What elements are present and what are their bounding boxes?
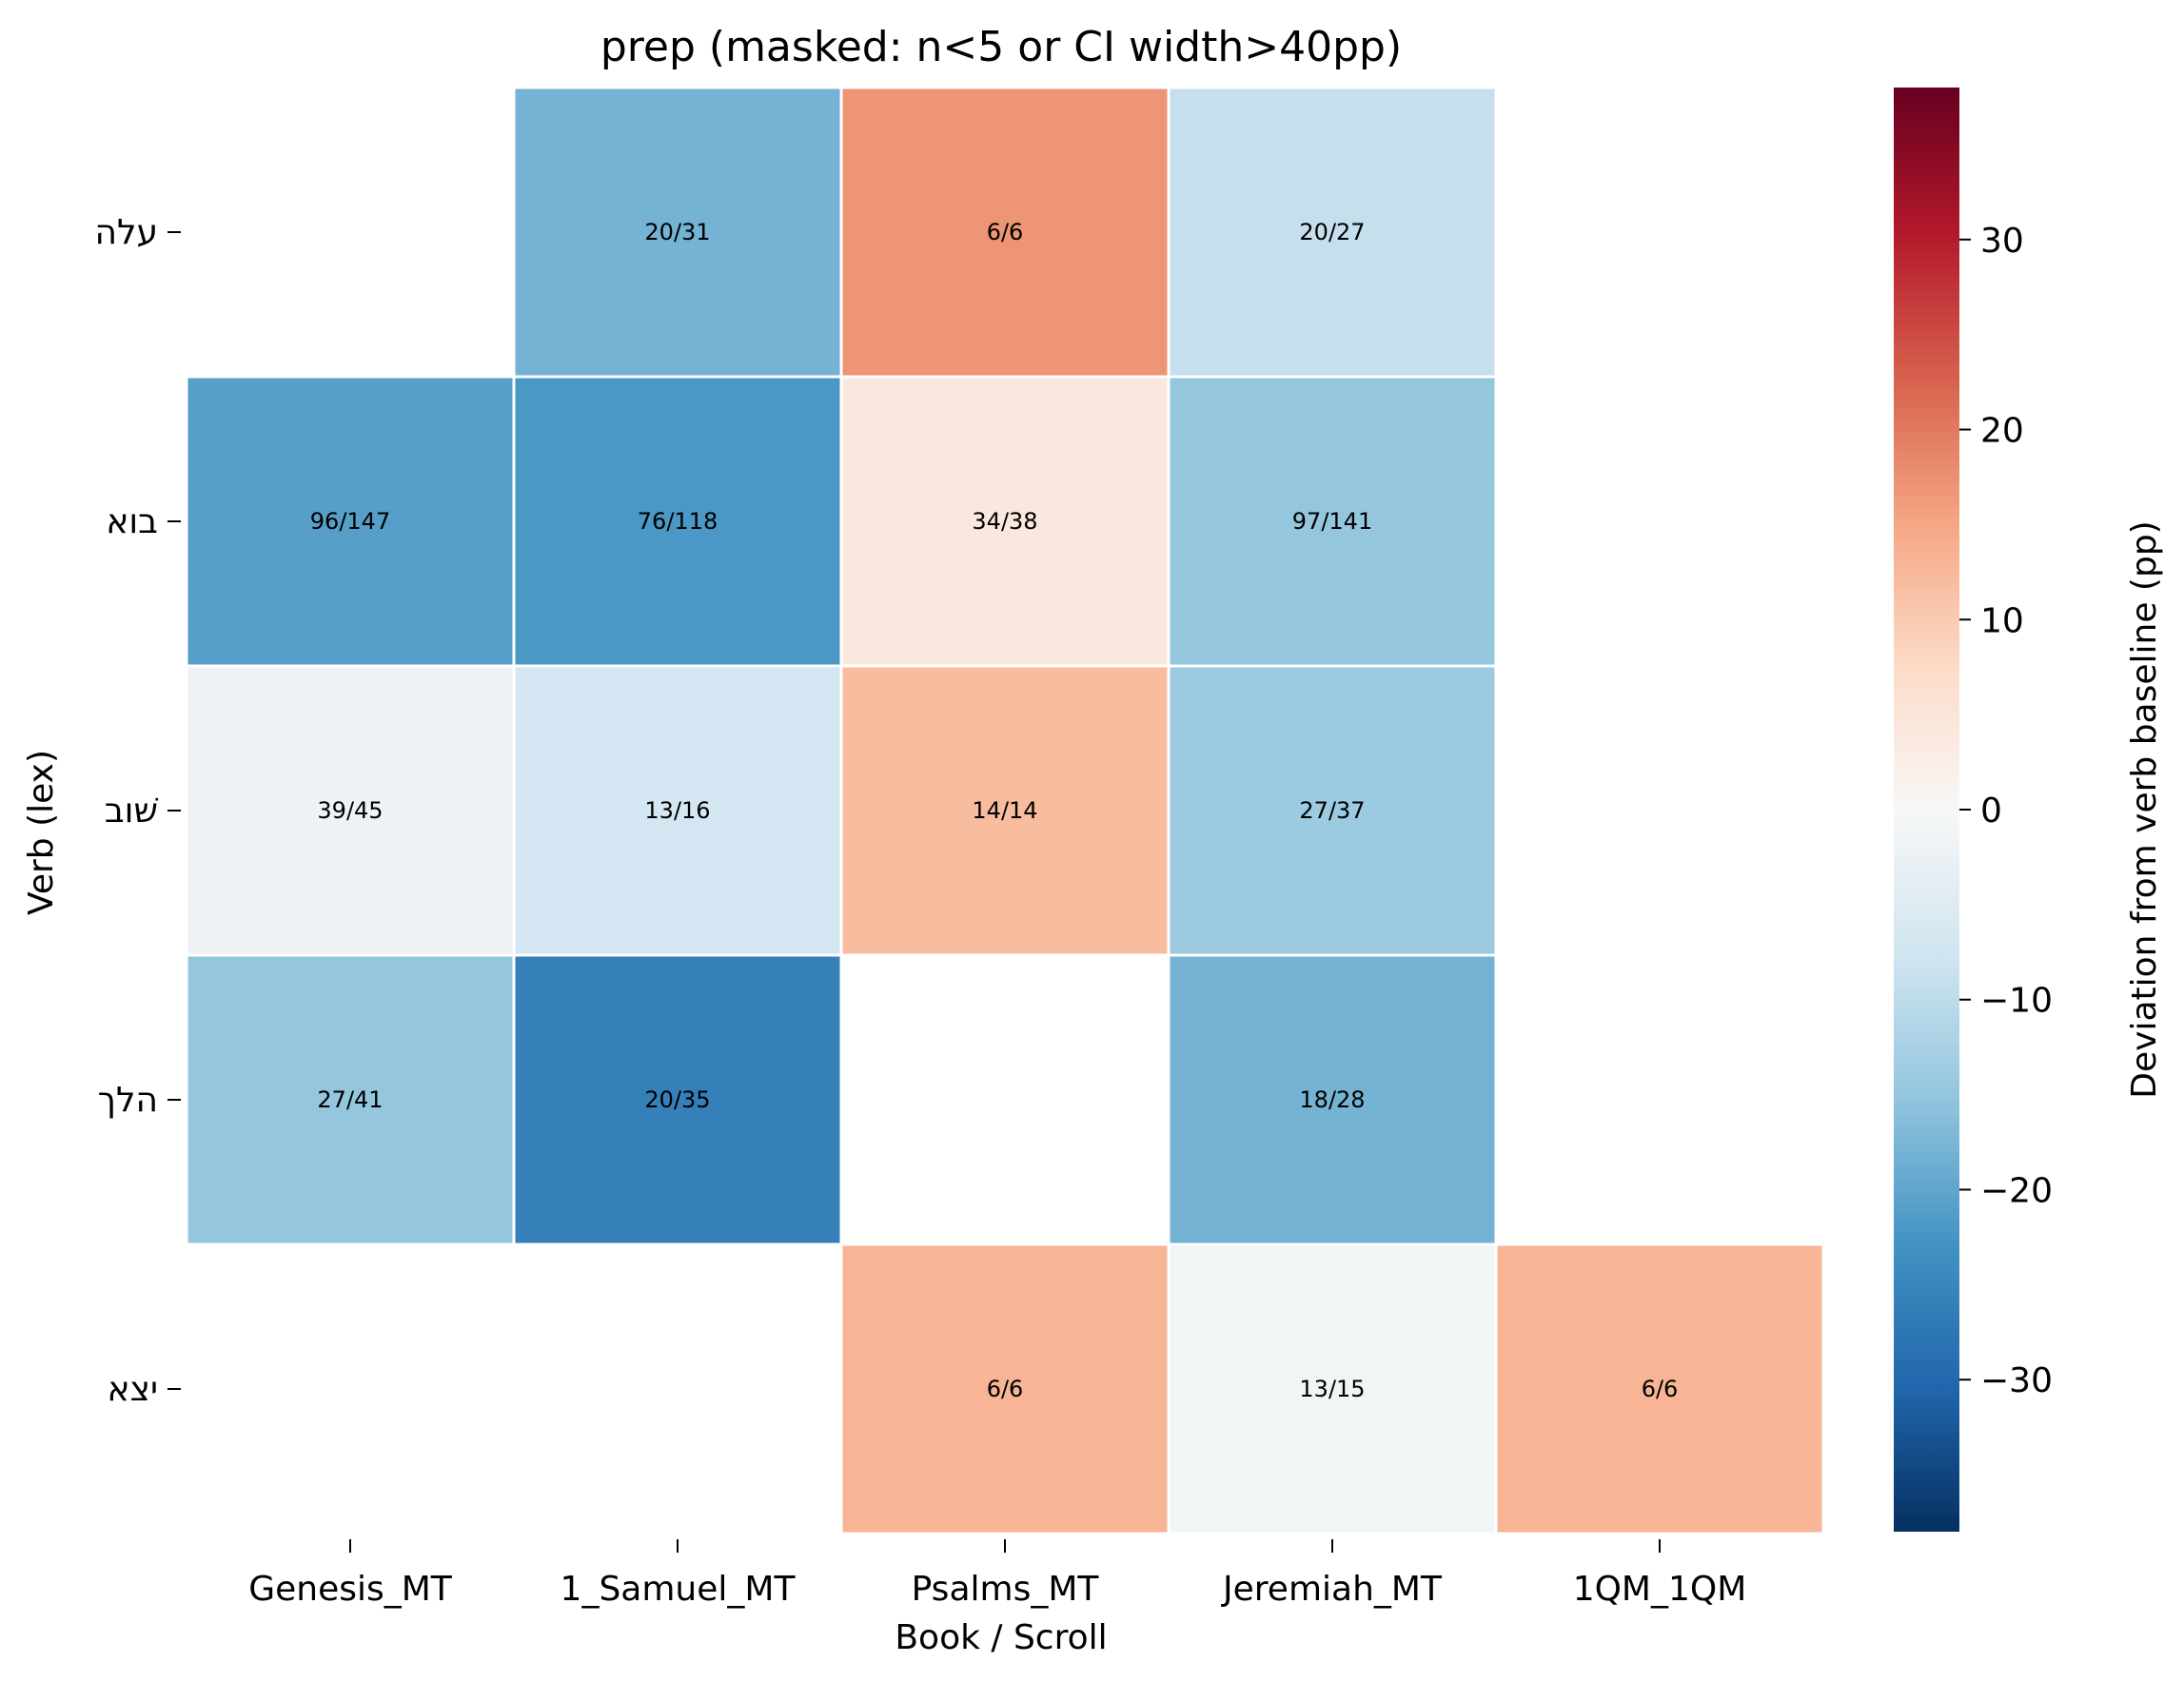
colorbar-tick-label: 0 — [1980, 792, 2002, 831]
y-axis-ticks: עלה בוא שׁוב הלך יצא — [94, 213, 181, 1409]
y-tick-label: הלך — [98, 1081, 158, 1120]
cell-annotation: 20/27 — [1299, 219, 1365, 245]
heatmap-cell — [185, 953, 516, 1246]
heatmap-cell — [1167, 86, 1498, 379]
colorbar-tick-label: −20 — [1980, 1171, 2053, 1210]
heatmap-cell — [512, 953, 843, 1246]
heatmap-cell — [1494, 1242, 1825, 1535]
heatmap-cell — [512, 86, 843, 379]
heatmap-cell — [839, 1242, 1171, 1535]
x-axis-ticks: Genesis_MT 1_Samuel_MT Psalms_MT Jeremiah_M… — [248, 1539, 1746, 1609]
heatmap-cell — [1167, 664, 1498, 957]
cell-annotation: 96/147 — [310, 508, 390, 535]
x-axis-label: Book / Scroll — [895, 1618, 1107, 1657]
x-tick-label: 1QM_1QM — [1573, 1570, 1747, 1609]
colorbar-tick-label: 30 — [1980, 222, 2024, 261]
y-axis-label: Verb (lex) — [22, 750, 61, 915]
cell-annotation: 97/141 — [1292, 508, 1372, 535]
x-tick-label: 1_Samuel_MT — [561, 1570, 797, 1609]
y-tick-label: שׁוב — [105, 792, 159, 831]
heatmap-cell — [839, 86, 1171, 379]
x-tick-label: Genesis_MT — [248, 1570, 453, 1609]
y-tick-label: בוא — [106, 502, 158, 541]
chart-title: prep (masked: n<5 or CI width>40pp) — [600, 23, 1402, 71]
cell-annotation: 6/6 — [987, 1376, 1024, 1402]
heatmap-cell — [839, 375, 1171, 668]
colorbar-tick-label: −30 — [1980, 1361, 2053, 1400]
cell-annotation: 6/6 — [1642, 1376, 1679, 1402]
y-tick-label: עלה — [94, 213, 158, 252]
x-tick-label: Psalms_MT — [912, 1570, 1100, 1609]
cell-annotation: 20/35 — [644, 1086, 710, 1113]
cell-annotation: 18/28 — [1299, 1086, 1365, 1113]
colorbar — [1894, 88, 1959, 1532]
x-tick-label: Jeremiah_MT — [1221, 1570, 1443, 1609]
cell-annotation: 27/41 — [317, 1086, 383, 1113]
cell-annotation: 13/15 — [1299, 1376, 1365, 1402]
colorbar-ticks: −30 −20 −10 0 10 20 30 — [1959, 222, 2053, 1400]
heatmap-cells: 20/31 6/6 20/27 96/147 76/118 34/38 97/141 39/4… — [185, 86, 1825, 1535]
heatmap-cell — [839, 664, 1171, 957]
cell-annotation: 39/45 — [317, 797, 383, 824]
cell-annotation: 20/31 — [644, 219, 710, 245]
heatmap-cell — [185, 375, 516, 668]
colorbar-tick-label: 20 — [1980, 412, 2024, 451]
colorbar-tick-label: −10 — [1980, 982, 2053, 1021]
colorbar-tick-label: 10 — [1980, 601, 2024, 640]
heatmap-cell — [512, 375, 843, 668]
colorbar-label: Deviation from verb baseline (pp) — [2125, 520, 2164, 1098]
heatmap-cell — [1167, 1242, 1498, 1535]
cell-annotation: 13/16 — [644, 797, 710, 824]
heatmap-cell — [1167, 953, 1498, 1246]
y-tick-label: יצא — [108, 1370, 158, 1409]
cell-annotation: 27/37 — [1299, 797, 1365, 824]
cell-annotation: 6/6 — [987, 219, 1024, 245]
cell-annotation: 76/118 — [638, 508, 718, 535]
heatmap-cell — [185, 664, 516, 957]
cell-annotation: 34/38 — [972, 508, 1037, 535]
cell-annotation: 14/14 — [972, 797, 1037, 824]
